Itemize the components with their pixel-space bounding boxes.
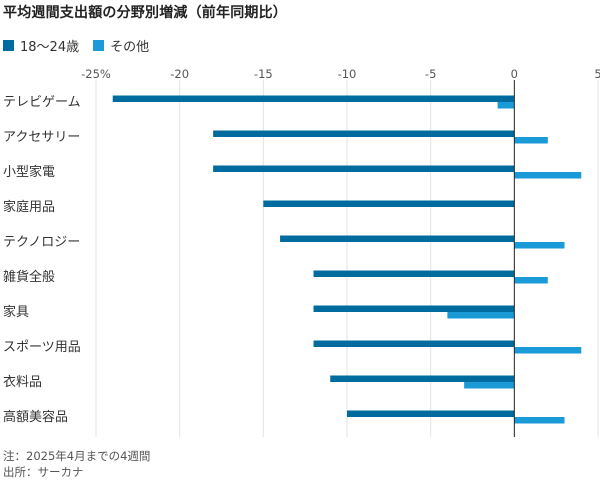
legend-label-18-24: 18〜24歳 [20, 40, 80, 55]
x-tick-label-3: -10 [338, 67, 357, 81]
category-label-6: 家具 [3, 304, 29, 320]
category-label-2: 小型家電 [3, 164, 55, 180]
bar-other-2 [514, 172, 582, 179]
bar-18-24-0 [112, 95, 515, 102]
bar-18-24-2 [213, 165, 515, 172]
x-tick-label-5: 0 [511, 67, 518, 81]
source-text: 出所：サーカナ [3, 465, 84, 479]
note-text: 注：2025年4月までの4週間 [3, 449, 151, 463]
bar-18-24-5 [313, 270, 515, 277]
bar-18-24-8 [330, 375, 515, 382]
category-label-0: テレビゲーム [3, 95, 81, 110]
legend-item-18-24: 18〜24歳 [3, 36, 79, 55]
x-tick-label-4: -5 [425, 67, 436, 81]
bar-other-9 [514, 417, 565, 424]
chart-title: 平均週間支出額の分野別増減（前年同期比） [3, 5, 287, 21]
x-tick-label-2: -15 [254, 67, 273, 81]
category-label-5: 雑貨全般 [3, 269, 55, 285]
bar-other-7 [514, 347, 582, 354]
category-label-3: 家庭用品 [3, 199, 55, 215]
legend-item-other: その他 [93, 36, 149, 55]
bar-other-5 [514, 277, 548, 284]
bar-18-24-6 [313, 305, 515, 312]
bar-18-24-9 [347, 410, 515, 417]
bar-other-6 [447, 312, 515, 319]
bar-18-24-1 [213, 130, 515, 137]
x-tick-label-6: 5 [594, 67, 600, 81]
category-label-7: スポーツ用品 [3, 340, 81, 355]
legend-label-other: その他 [110, 40, 150, 55]
bar-other-8 [464, 382, 515, 389]
bar-18-24-3 [263, 200, 515, 207]
category-label-9: 高額美容品 [3, 409, 68, 425]
legend-swatch-18-24 [3, 40, 14, 51]
bar-other-1 [514, 137, 548, 144]
category-label-8: 衣料品 [3, 374, 42, 390]
bar-other-4 [514, 242, 565, 249]
legend: 18〜24歳 その他 [3, 36, 163, 55]
category-label-1: アクセサリー [3, 130, 80, 145]
category-label-4: テクノロジー [3, 235, 80, 250]
footnotes: 注：2025年4月までの4週間 出所：サーカナ [3, 448, 150, 480]
bar-other-0 [497, 102, 515, 109]
legend-swatch-other [93, 40, 105, 51]
x-tick-label-0: -25% [81, 67, 111, 81]
bar-18-24-4 [280, 235, 515, 242]
bar-18-24-7 [313, 340, 515, 347]
x-tick-label-1: -20 [170, 67, 189, 81]
